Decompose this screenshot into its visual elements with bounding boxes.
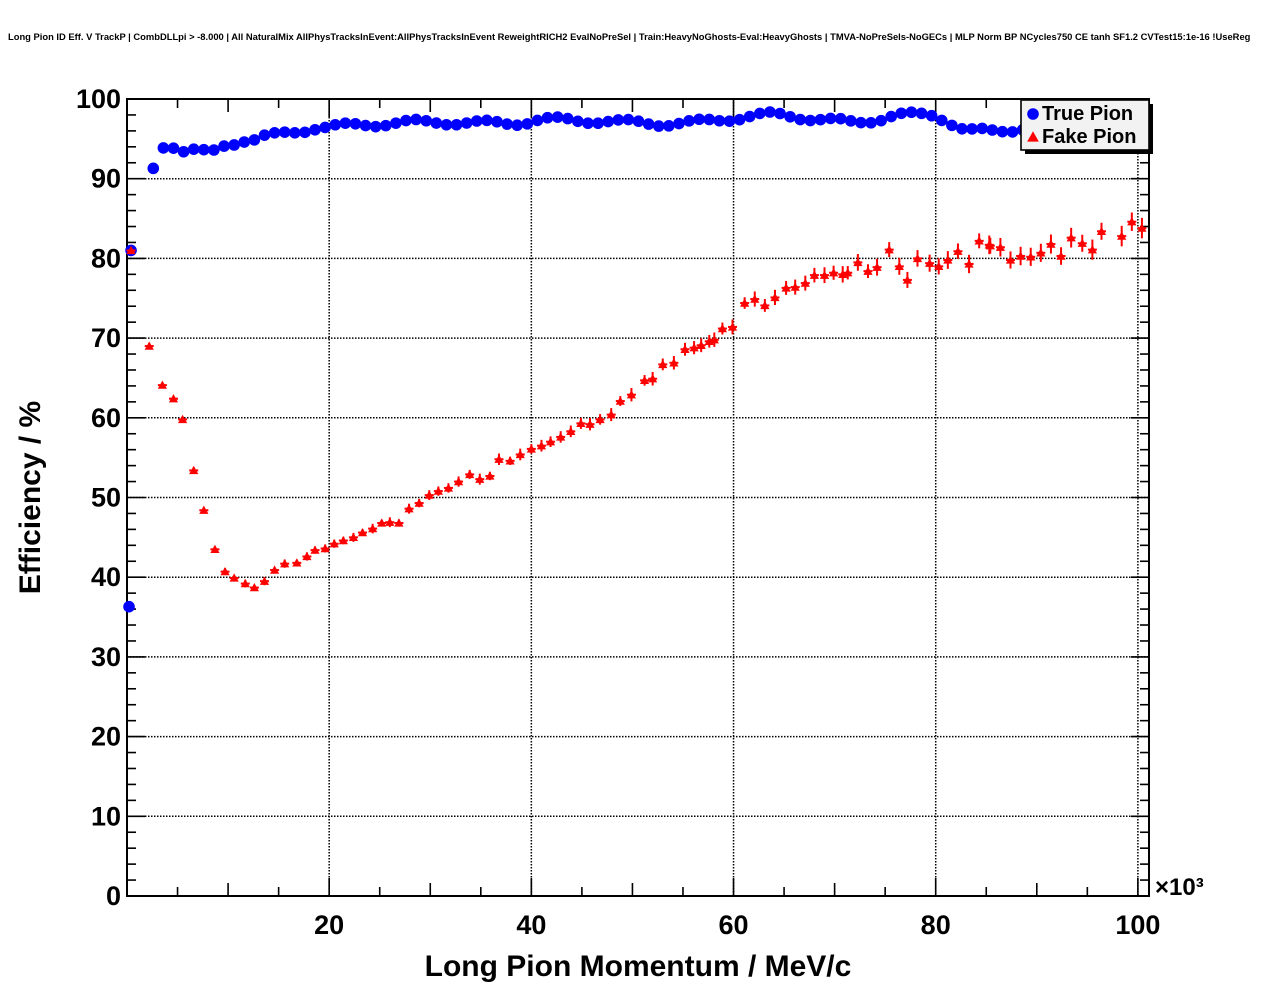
svg-text:20: 20 <box>314 910 344 940</box>
svg-text:40: 40 <box>91 562 121 592</box>
svg-text:Long Pion Momentum / MeV/c: Long Pion Momentum / MeV/c <box>425 950 852 983</box>
svg-text:90: 90 <box>91 164 121 194</box>
svg-text:80: 80 <box>921 910 951 940</box>
svg-text:Fake Pion: Fake Pion <box>1042 126 1136 148</box>
svg-text:20: 20 <box>91 722 121 752</box>
svg-text:50: 50 <box>91 483 121 513</box>
svg-text:60: 60 <box>91 403 121 433</box>
svg-text:10: 10 <box>91 801 121 831</box>
svg-text:80: 80 <box>91 243 121 273</box>
svg-text:0: 0 <box>106 881 121 911</box>
svg-text:40: 40 <box>516 910 546 940</box>
svg-text:Efficiency / %: Efficiency / % <box>14 401 47 594</box>
svg-text:60: 60 <box>719 910 749 940</box>
svg-text:True Pion: True Pion <box>1042 103 1133 125</box>
svg-text:30: 30 <box>91 642 121 672</box>
svg-text:×10³: ×10³ <box>1155 874 1204 901</box>
svg-text:100: 100 <box>76 84 121 114</box>
svg-text:100: 100 <box>1115 910 1160 940</box>
svg-text:70: 70 <box>91 323 121 353</box>
